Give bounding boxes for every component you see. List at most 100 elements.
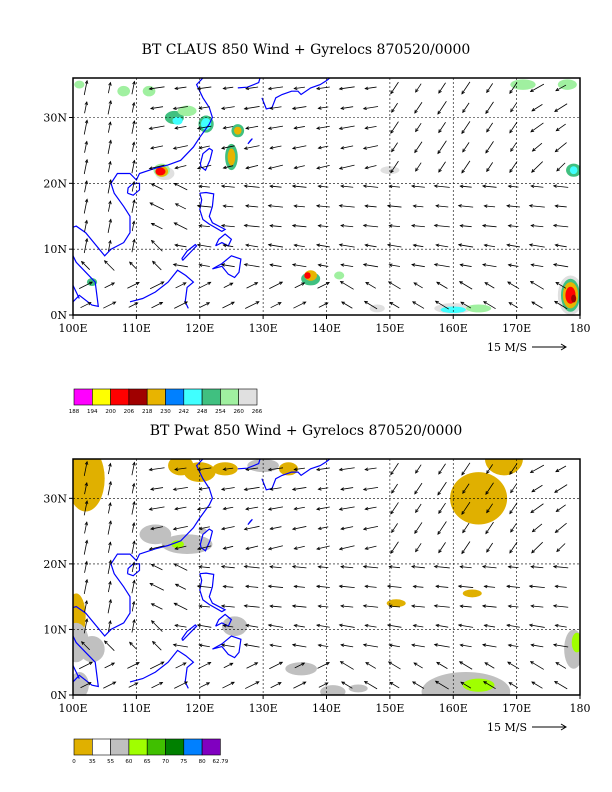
- wind-vector: [245, 467, 259, 471]
- wind-vector-head: [172, 527, 177, 531]
- wind-vector: [390, 541, 399, 554]
- wind-vector-head: [411, 604, 416, 608]
- wind-vector-head: [414, 530, 418, 535]
- wind-vector: [104, 662, 115, 669]
- wind-vector-head: [438, 89, 442, 94]
- wind-vector: [390, 121, 399, 134]
- wind-vector: [270, 264, 282, 267]
- wind-vector-head: [198, 526, 203, 531]
- wind-vector-head: [362, 146, 367, 150]
- wind-vector-head: [198, 487, 203, 491]
- wind-vector-head: [411, 643, 416, 647]
- wind-vector: [415, 83, 422, 93]
- wind-vector: [199, 566, 210, 569]
- wind-vector: [510, 523, 517, 533]
- wind-vector: [149, 467, 165, 471]
- wind-vector: [83, 618, 88, 634]
- wind-vector-head: [291, 643, 296, 647]
- wind-vector: [294, 165, 305, 169]
- wind-vector: [131, 199, 135, 213]
- wind-vector: [414, 522, 423, 534]
- wind-vector-head: [243, 184, 248, 188]
- wind-vector-head: [267, 623, 272, 628]
- wind-vector-head: [220, 106, 226, 110]
- wind-vector-head: [457, 243, 462, 247]
- wind-vector-head: [108, 580, 112, 585]
- wind-vector-head: [293, 624, 298, 628]
- wind-vector-head: [316, 623, 321, 628]
- wind-vector: [316, 125, 330, 129]
- wind-vector-head: [554, 529, 559, 534]
- wind-vector: [175, 506, 187, 510]
- x-tick-label: 180: [570, 322, 591, 335]
- wind-vector: [150, 106, 164, 109]
- wind-vector-head: [84, 578, 89, 583]
- wind-vector-head: [174, 126, 179, 130]
- wind-vector: [363, 605, 379, 608]
- wind-vector: [339, 506, 355, 510]
- wind-vector-head: [507, 263, 512, 267]
- wind-vector-head: [293, 86, 298, 90]
- wind-vector: [390, 81, 399, 94]
- wind-vector-head: [184, 681, 189, 685]
- wind-vector: [507, 281, 520, 290]
- wind-vector-head: [243, 106, 248, 111]
- wind-vector-head: [108, 160, 112, 165]
- wind-vector: [341, 301, 353, 309]
- wind-vector: [458, 205, 474, 208]
- wind-vector-head: [291, 263, 296, 267]
- wind-vector: [389, 566, 401, 569]
- wind-vector-head: [108, 81, 112, 86]
- chart-title-claus: BT CLAUS 850 Wind + Gyrelocs 870520/0000: [141, 42, 471, 58]
- wind-vector: [460, 264, 472, 267]
- wind-vector: [221, 185, 235, 188]
- wind-vector: [461, 541, 471, 554]
- wind-vector-head: [132, 159, 136, 164]
- wind-vector: [484, 205, 496, 208]
- wind-vector: [415, 162, 422, 172]
- wind-vector-head: [415, 469, 419, 474]
- pwat-patch: [171, 540, 184, 549]
- colorbar-label: 218: [142, 409, 153, 415]
- wind-vector: [529, 205, 545, 208]
- wind-vector: [411, 605, 425, 608]
- wind-vector: [506, 624, 520, 628]
- wind-vector-head: [459, 565, 464, 569]
- wind-vector-head: [507, 661, 512, 666]
- wind-vector-head: [481, 604, 486, 608]
- wind-vector-head: [412, 681, 417, 685]
- wind-vector: [174, 222, 188, 230]
- colorbar-swatch: [73, 388, 93, 406]
- wind-vector-head: [172, 146, 177, 150]
- wind-vector: [434, 263, 450, 268]
- wind-vector: [131, 239, 135, 253]
- coastline: [73, 459, 214, 688]
- wind-vector: [270, 106, 282, 109]
- wind-vector: [223, 205, 234, 208]
- wind-vector: [199, 605, 210, 608]
- wind-vector-head: [108, 520, 112, 525]
- chart-title-pwat: BT Pwat 850 Wind + Gyrelocs 870520/0000: [149, 423, 463, 439]
- wind-vector-head: [172, 106, 177, 111]
- wind-vector-head: [362, 604, 367, 608]
- wind-vector-head: [87, 682, 92, 686]
- wind-vector-head: [103, 640, 108, 645]
- wind-vector: [197, 205, 212, 208]
- wind-vector-head: [150, 183, 155, 187]
- wind-vector: [340, 281, 354, 290]
- colorbar-swatch: [128, 388, 148, 406]
- wind-vector: [486, 542, 494, 553]
- wind-vector: [506, 585, 520, 588]
- wind-vector: [107, 502, 111, 514]
- wind-vector: [414, 141, 423, 153]
- wind-vector-head: [434, 300, 439, 305]
- wind-vector: [531, 225, 544, 228]
- wind-vector-head: [556, 167, 561, 172]
- colorbar-label: 194: [87, 409, 98, 415]
- wind-vector: [413, 585, 424, 588]
- cloud-patch: [117, 85, 131, 97]
- wind-vector: [107, 240, 111, 252]
- wind-vector-head: [198, 604, 203, 608]
- wind-vector-head: [552, 263, 558, 267]
- wind-vector-head: [483, 681, 488, 685]
